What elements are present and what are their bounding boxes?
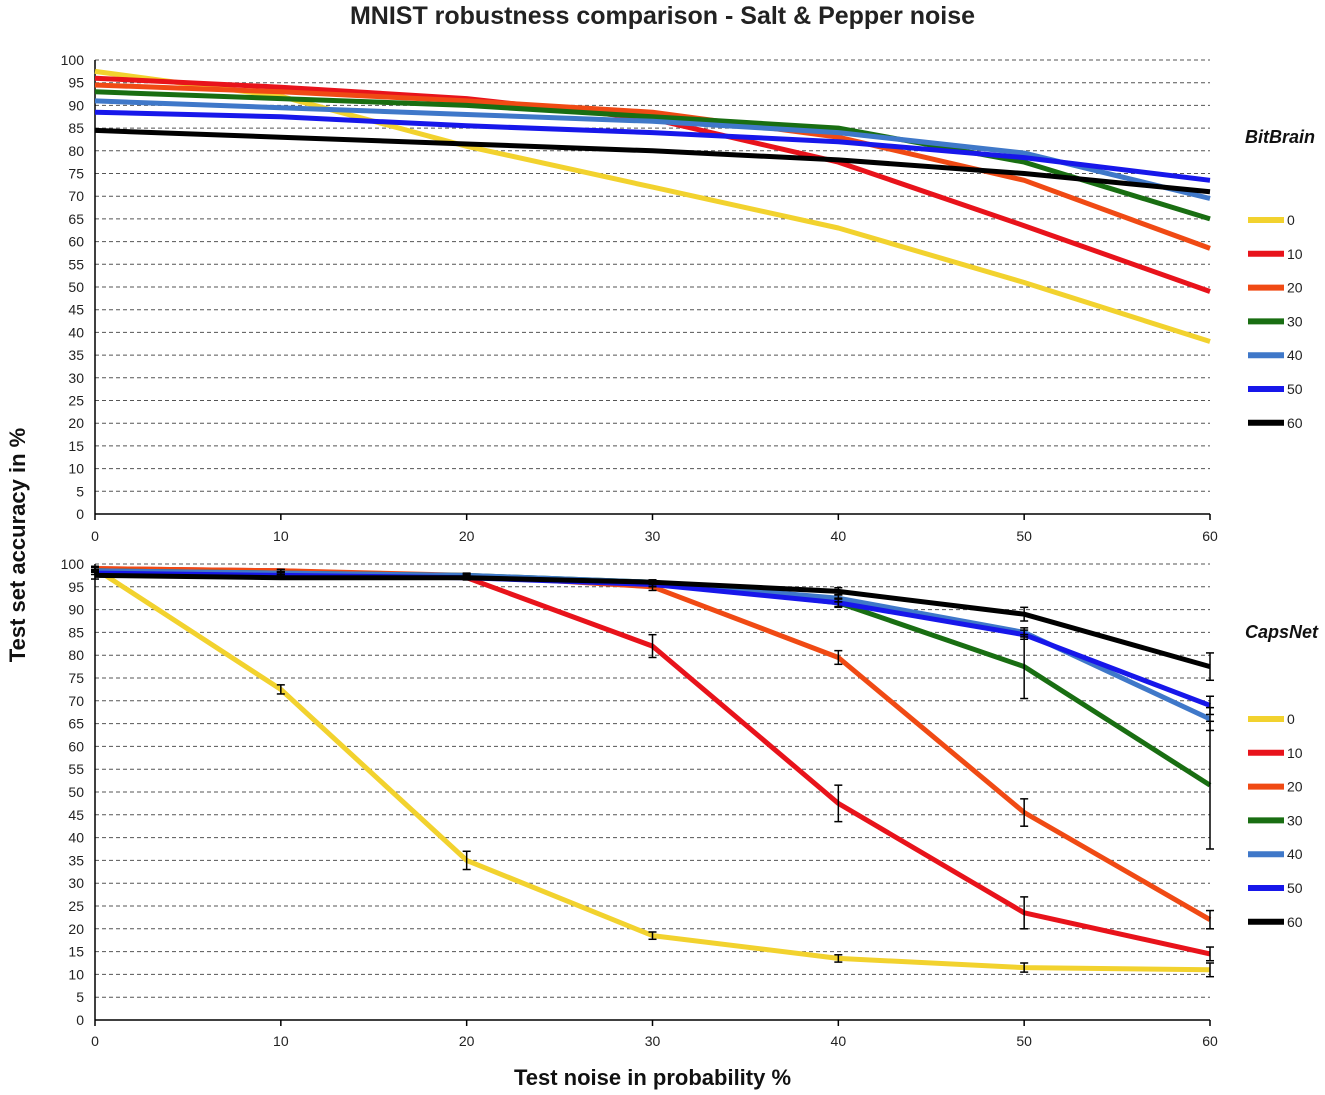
y-tick-label: 45 [68,302,84,318]
y-tick-label: 95 [68,75,84,91]
y-tick-label: 50 [68,279,84,295]
legend-label-60: 60 [1287,415,1303,431]
y-tick-label: 10 [68,966,84,982]
y-tick-label: 30 [68,370,84,386]
x-tick-label: 60 [1202,1033,1218,1049]
chart-title: MNIST robustness comparison - Salt & Pep… [349,2,976,30]
legend-label-30: 30 [1287,313,1303,329]
y-tick-label: 70 [68,188,84,204]
y-tick-label: 25 [68,393,84,409]
legend-label-40: 40 [1287,846,1303,862]
y-tick-label: 5 [76,483,84,499]
y-tick-label: 25 [68,898,84,914]
y-tick-label: 35 [68,347,84,363]
series-line-40 [94,98,1211,201]
y-tick-label: 80 [68,647,84,663]
panel-label: CapsNet [1245,622,1319,642]
legend-label-20: 20 [1287,779,1303,795]
y-tick-label: 90 [68,97,84,113]
y-tick-label: 10 [68,461,84,477]
panel-bitbrain: 0 5 10 15 20 25 30 35 40 45 50 55 60 65 70 75 80 85 90 95 10… [61,52,1315,544]
y-tick-label: 100 [61,52,85,68]
panel-label: BitBrain [1245,127,1315,147]
y-tick-label: 80 [68,143,84,159]
y-tick-label: 0 [76,1012,84,1028]
y-tick-label: 40 [68,324,84,340]
legend-label-0: 0 [1287,212,1295,228]
y-tick-label: 20 [68,415,84,431]
legend-label-50: 50 [1287,381,1303,397]
y-tick-label: 15 [68,438,84,454]
y-tick-label: 65 [68,716,84,732]
y-tick-label: 20 [68,921,84,937]
legend-label-10: 10 [1287,246,1303,262]
x-tick-label: 20 [459,1033,475,1049]
y-tick-label: 75 [68,670,84,686]
legend-label-50: 50 [1287,880,1303,896]
y-tick-label: 85 [68,624,84,640]
series-line-50 [94,109,1211,183]
y-tick-label: 85 [68,120,84,136]
series-line-30 [94,89,1211,222]
panel-capsnet: 0 5 10 15 20 25 30 35 40 45 50 55 60 65 70 75 80 85 90 95 10… [61,556,1319,1049]
y-tick-label: 40 [68,830,84,846]
y-tick-label: 65 [68,211,84,227]
y-tick-label: 100 [61,556,85,572]
x-tick-label: 50 [1016,528,1032,544]
y-tick-label: 30 [68,875,84,891]
x-tick-label: 50 [1016,1033,1032,1049]
x-tick-label: 0 [91,1033,99,1049]
y-tick-label: 70 [68,693,84,709]
x-tick-label: 30 [645,1033,661,1049]
y-tick-label: 55 [68,256,84,272]
series-line-10 [94,566,1211,957]
legend-label-10: 10 [1287,745,1303,761]
y-tick-label: 15 [68,944,84,960]
y-tick-label: 60 [68,234,84,250]
y-tick-label: 55 [68,761,84,777]
x-tick-label: 30 [645,528,661,544]
x-tick-label: 20 [459,528,475,544]
y-tick-label: 60 [68,738,84,754]
legend-label-20: 20 [1287,280,1303,296]
y-tick-label: 5 [76,989,84,1005]
y-tick-label: 95 [68,579,84,595]
y-tick-label: 90 [68,602,84,618]
x-tick-label: 40 [831,528,847,544]
series-line-20 [94,82,1211,251]
x-tick-label: 0 [91,528,99,544]
y-tick-label: 50 [68,784,84,800]
y-tick-label: 0 [76,506,84,522]
x-axis-label: Test noise in probability % [513,1065,792,1090]
x-tick-label: 10 [273,528,289,544]
y-tick-label: 35 [68,852,84,868]
legend-label-60: 60 [1287,914,1303,930]
legend-label-30: 30 [1287,812,1303,828]
y-tick-label: 45 [68,807,84,823]
legend-label-0: 0 [1287,711,1295,727]
series-line-60 [94,127,1211,195]
x-tick-label: 10 [273,1033,289,1049]
x-tick-label: 60 [1202,528,1218,544]
y-tick-label: 75 [68,166,84,182]
legend-label-40: 40 [1287,347,1303,363]
x-tick-label: 40 [831,1033,847,1049]
